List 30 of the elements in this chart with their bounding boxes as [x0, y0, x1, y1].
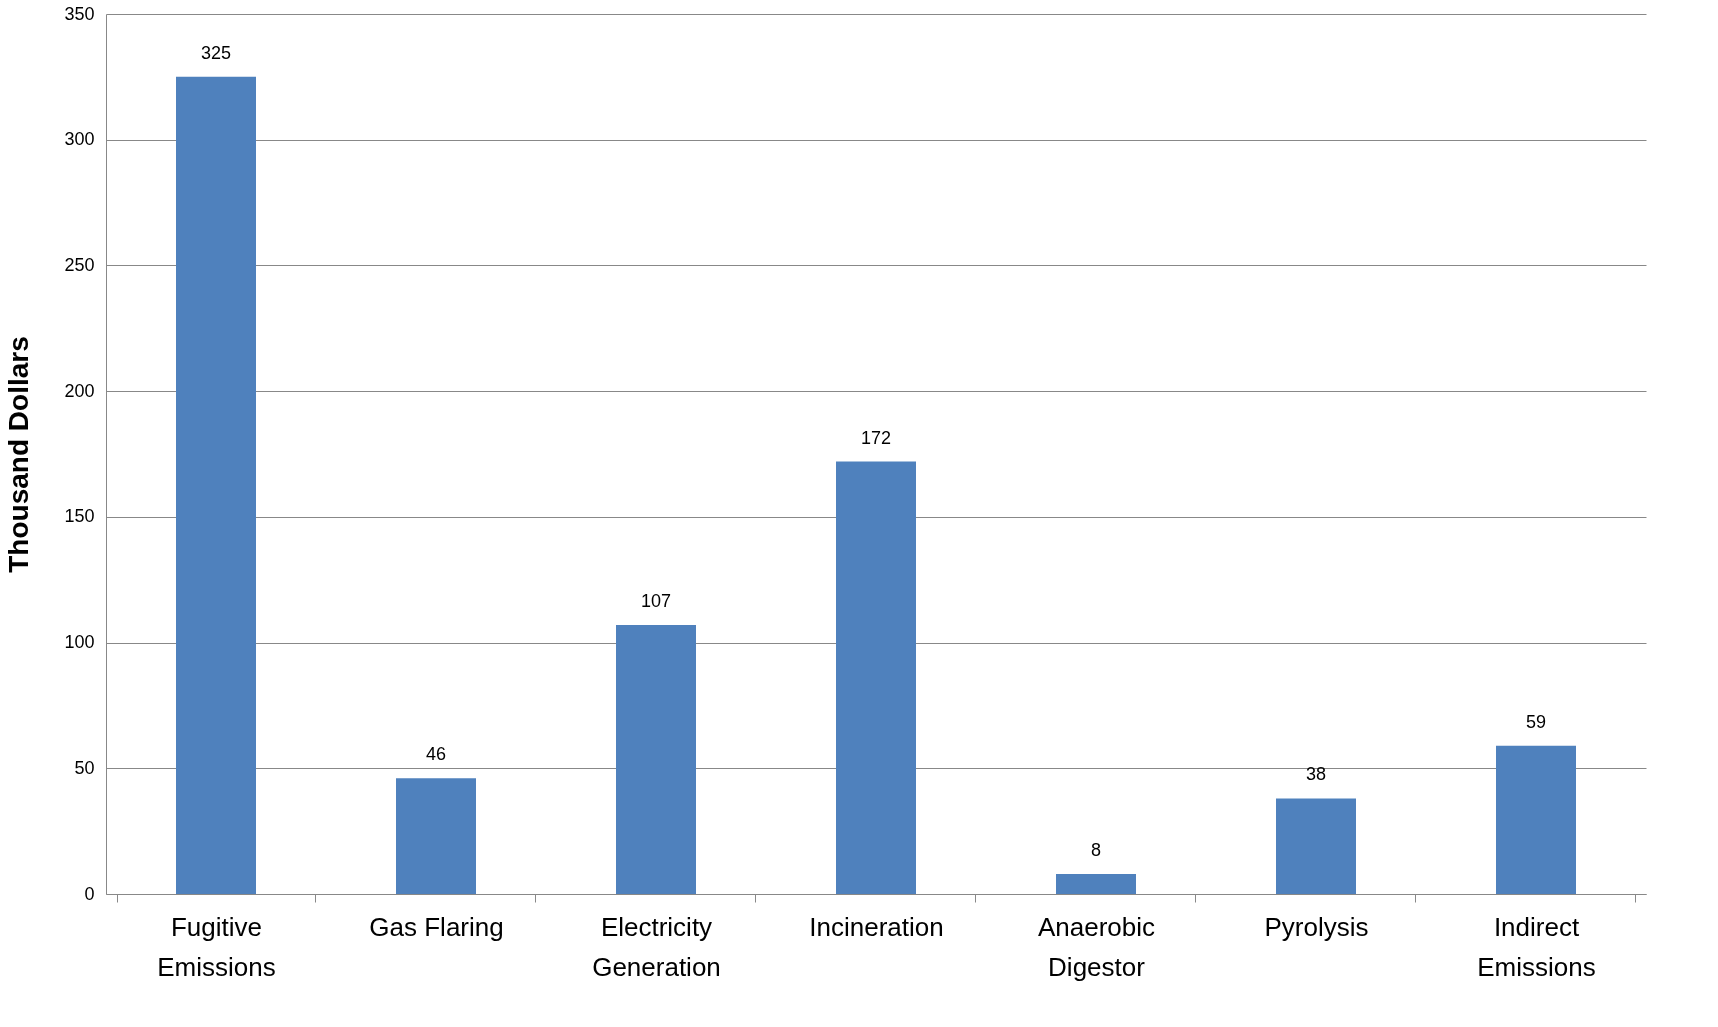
x-tick-label: Gas Flaring	[369, 911, 504, 942]
x-tick-label: Incineration	[809, 911, 944, 942]
bar	[836, 461, 916, 894]
x-tick-label: Indirect Emissions	[1477, 911, 1596, 982]
data-label: 59	[1525, 711, 1547, 732]
y-tick-label: 0	[84, 883, 95, 904]
data-label: 172	[860, 427, 892, 448]
bar	[1056, 873, 1136, 894]
y-tick-label: 100	[64, 632, 95, 653]
bar	[1496, 745, 1576, 894]
data-label: 46	[425, 744, 447, 765]
x-tick-label: Pyrolysis	[1264, 911, 1369, 942]
y-tick-label: 150	[64, 506, 95, 527]
bar	[1276, 798, 1356, 894]
y-tick-label: 350	[64, 3, 95, 24]
y-tick-label: 50	[74, 757, 95, 778]
bar	[176, 76, 256, 894]
data-label: 107	[640, 590, 672, 611]
bar	[616, 624, 696, 894]
x-tick-label: Electricity Generation	[592, 911, 721, 982]
y-axis-title: Thousand Dollars	[3, 336, 35, 573]
data-label: 38	[1305, 764, 1327, 785]
y-tick-label: 200	[64, 380, 95, 401]
x-tick-label: Anaerobic Digestor	[1037, 911, 1156, 982]
data-label: 325	[200, 42, 232, 63]
bar	[396, 778, 476, 894]
y-tick-label: 250	[64, 254, 95, 275]
y-tick-label: 300	[64, 129, 95, 150]
data-label: 8	[1090, 839, 1102, 860]
x-tick-label: Fugitive Emissions	[157, 911, 276, 982]
